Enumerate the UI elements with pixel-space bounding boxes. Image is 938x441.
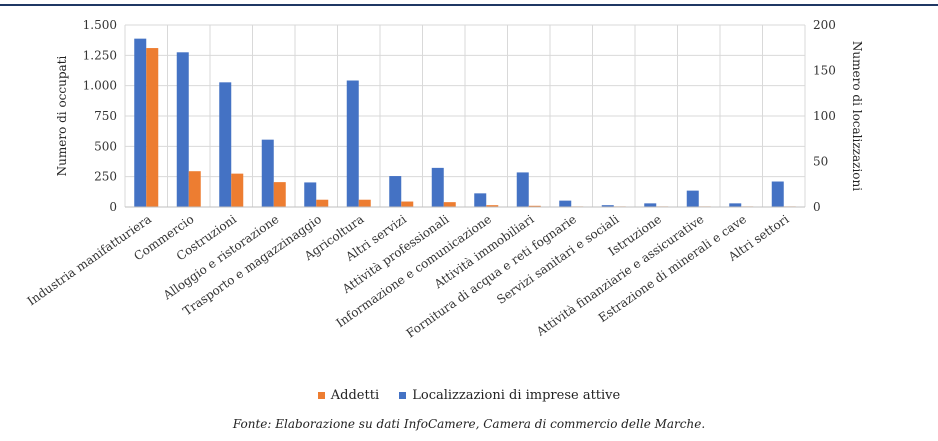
bar-addetti [444, 202, 456, 207]
y2-tick-label: 200 [813, 18, 836, 32]
y-tick-label: 500 [94, 139, 117, 153]
legend-label-addetti: Addetti [331, 388, 379, 403]
legend-item-localizzazioni: Localizzazioni di imprese attive [399, 388, 620, 403]
y2-tick-label: 100 [813, 109, 836, 123]
bar-localizzazioni [644, 203, 656, 207]
y-tick-label: 750 [94, 109, 117, 123]
y2-tick-label: 0 [813, 200, 821, 214]
bar-addetti [316, 200, 328, 207]
y2-axis-title: Numero di localizzazioni [850, 41, 864, 191]
y-tick-label: 1.000 [83, 79, 117, 93]
y2-tick-label: 50 [813, 155, 828, 169]
bar-addetti [146, 48, 158, 207]
bar-localizzazioni [389, 176, 401, 207]
bar-localizzazioni [134, 39, 146, 207]
y-tick-label: 0 [109, 200, 117, 214]
x-tick-label: Industria manifatturiera [25, 212, 154, 308]
bar-addetti [359, 200, 371, 207]
legend-label-localizzazioni: Localizzazioni di imprese attive [412, 388, 620, 403]
bar-localizzazioni [772, 182, 784, 207]
chart-legend: Addetti Localizzazioni di imprese attive [0, 388, 938, 403]
bar-chart: 0 250 500 750 1.000 1.250 1.500 0 50 100 150 200 Ind… [0, 0, 938, 385]
y2-tick-label: 150 [813, 64, 836, 78]
bar-localizzazioni [177, 52, 189, 207]
legend-item-addetti: Addetti [318, 388, 379, 403]
legend-swatch-localizzazioni [399, 392, 406, 399]
y-tick-label: 1.500 [83, 18, 117, 32]
bar-localizzazioni [517, 172, 529, 207]
bar-localizzazioni [432, 168, 444, 207]
bar-localizzazioni [474, 193, 486, 207]
bar-localizzazioni [219, 82, 231, 207]
y-tick-label: 250 [94, 170, 117, 184]
bar-localizzazioni [262, 140, 274, 207]
chart-source-note: Fonte: Elaborazione su dati InfoCamere, … [0, 417, 938, 431]
bar-localizzazioni [304, 182, 316, 207]
legend-swatch-addetti [318, 392, 325, 399]
bar-localizzazioni [729, 203, 741, 207]
bar-localizzazioni [347, 81, 359, 207]
bar-localizzazioni [559, 201, 571, 207]
bar-addetti [401, 202, 413, 207]
bar-addetti [189, 171, 201, 207]
bar-addetti [231, 174, 243, 207]
bar-addetti [274, 182, 286, 207]
y-axis-title: Numero di occupati [55, 55, 69, 176]
bar-localizzazioni [687, 191, 699, 207]
y-tick-label: 1.250 [83, 48, 117, 62]
